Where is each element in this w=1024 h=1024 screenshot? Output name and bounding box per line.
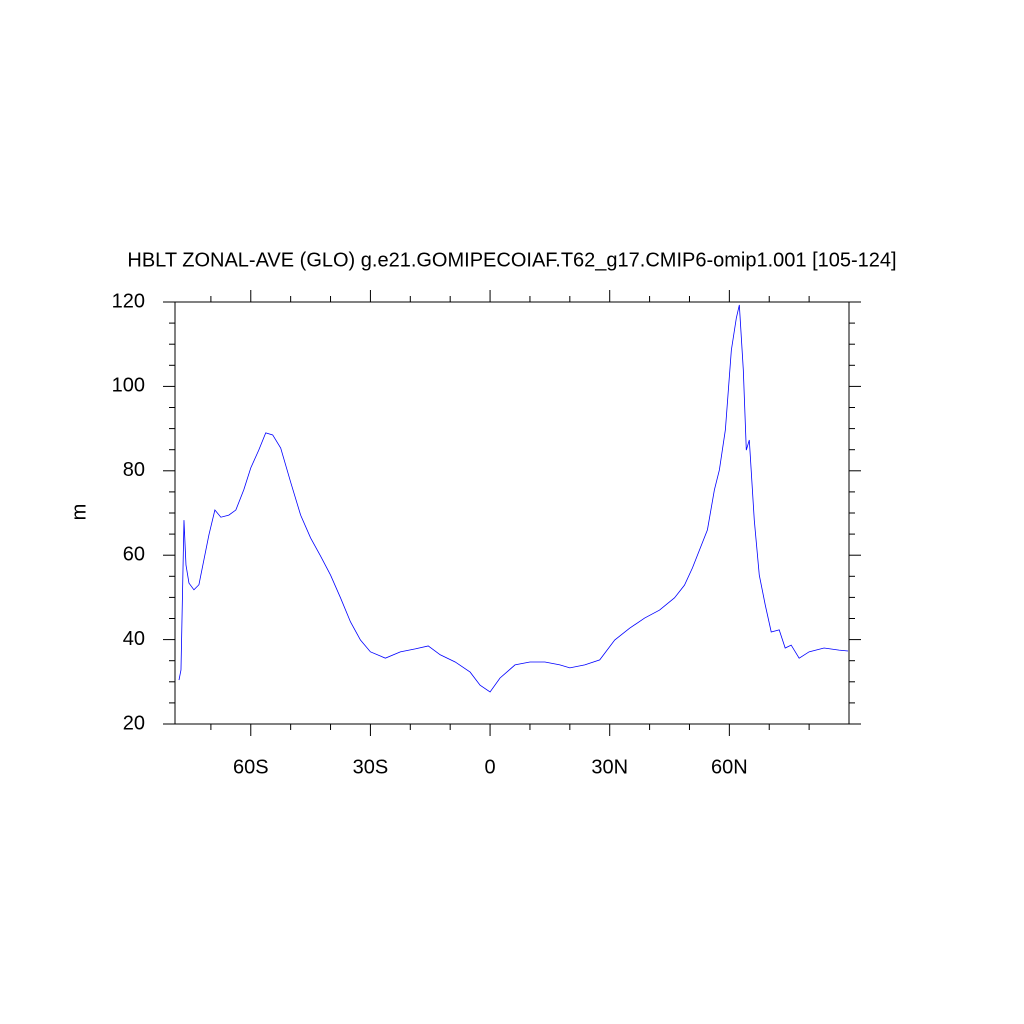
chart-title: HBLT ZONAL-AVE (GLO) g.e21.GOMIPECOIAF.T… bbox=[127, 249, 896, 271]
x-tick-label: 60S bbox=[233, 756, 269, 778]
data-line bbox=[178, 304, 849, 693]
x-tick-label: 60N bbox=[711, 756, 748, 778]
y-tick-label: 120 bbox=[112, 290, 145, 312]
y-tick-label: 40 bbox=[123, 628, 145, 650]
x-tick-label: 30N bbox=[591, 756, 628, 778]
y-tick-label: 80 bbox=[123, 459, 145, 481]
y-tick-label: 60 bbox=[123, 543, 145, 565]
y-tick-label: 20 bbox=[123, 712, 145, 734]
y-axis-label: m bbox=[68, 504, 90, 521]
x-tick-label: 30S bbox=[353, 756, 389, 778]
plot-frame bbox=[174, 301, 850, 725]
x-tick-label: 0 bbox=[485, 756, 496, 778]
y-tick-label: 100 bbox=[112, 375, 145, 397]
